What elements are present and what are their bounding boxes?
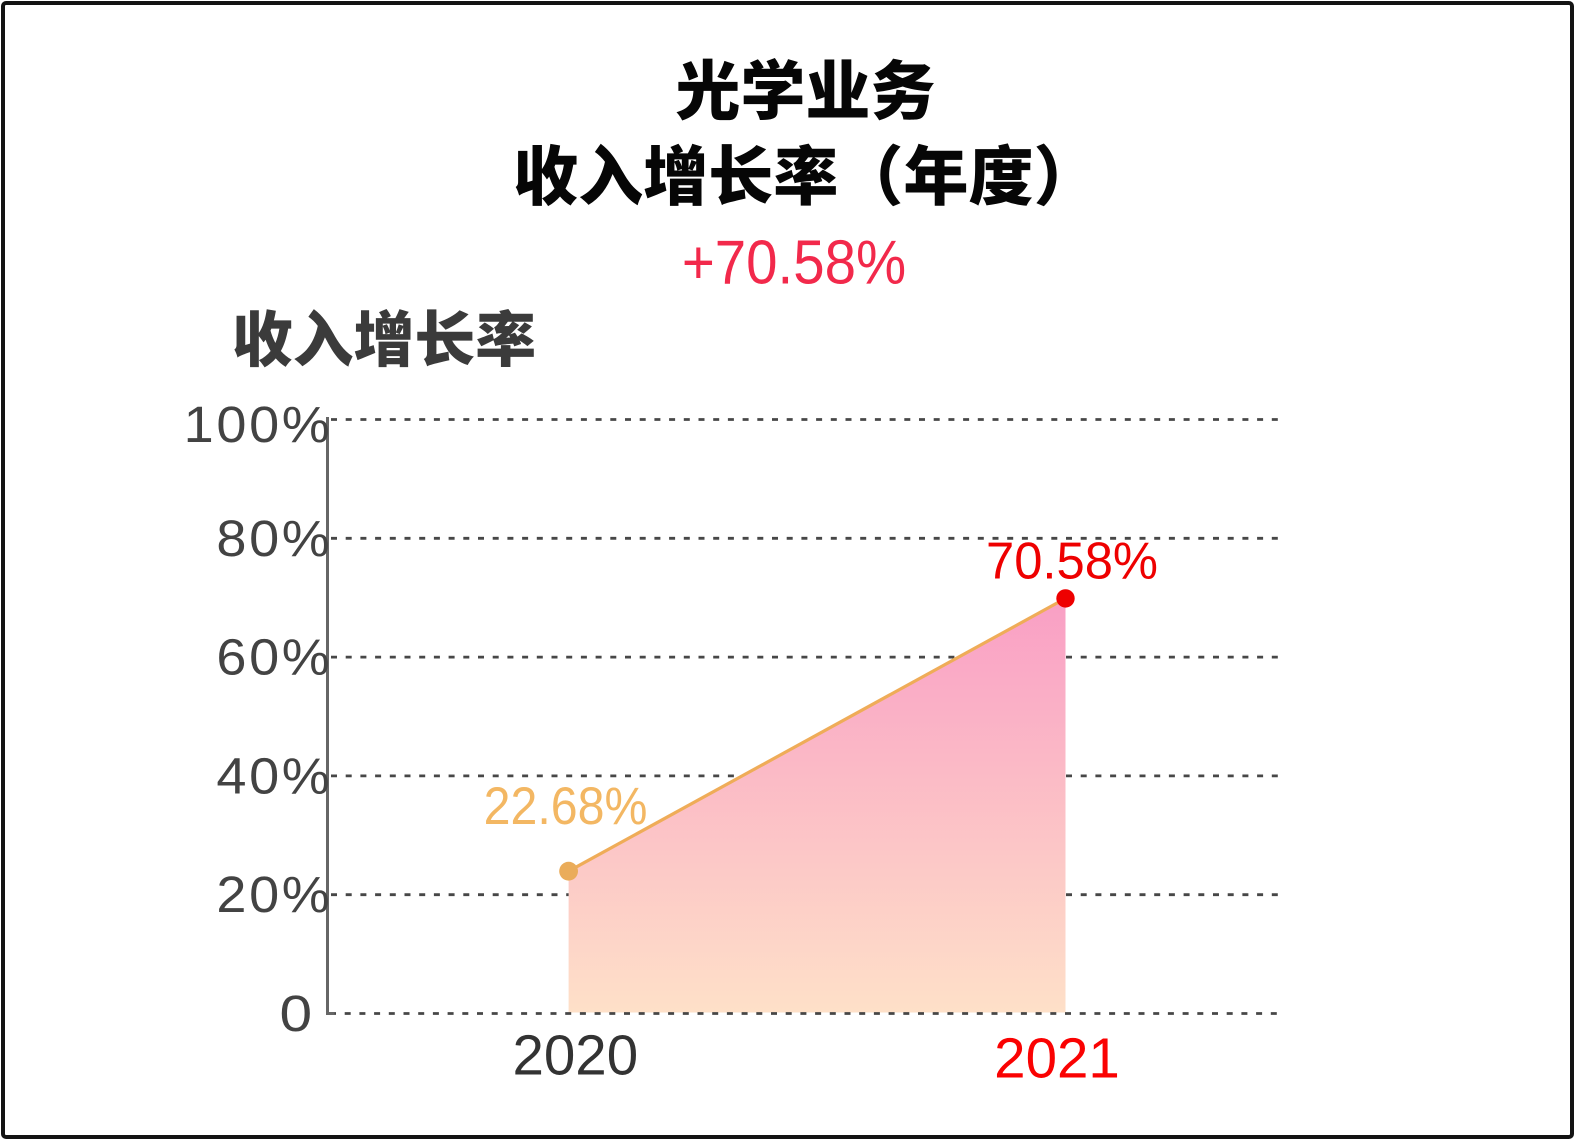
svg-text:70.58%: 70.58%: [986, 531, 1158, 590]
svg-text:0: 0: [280, 985, 315, 1043]
svg-text:40%: 40%: [216, 748, 332, 805]
svg-text:60%: 60%: [216, 629, 332, 686]
svg-text:20%: 20%: [216, 867, 332, 924]
svg-text:2021: 2021: [994, 1027, 1120, 1090]
svg-text:2020: 2020: [512, 1024, 638, 1087]
svg-text:100%: 100%: [184, 396, 333, 453]
svg-text:22.68%: 22.68%: [484, 776, 648, 836]
svg-text:+70.58%: +70.58%: [682, 227, 906, 297]
svg-text:80%: 80%: [216, 510, 332, 567]
